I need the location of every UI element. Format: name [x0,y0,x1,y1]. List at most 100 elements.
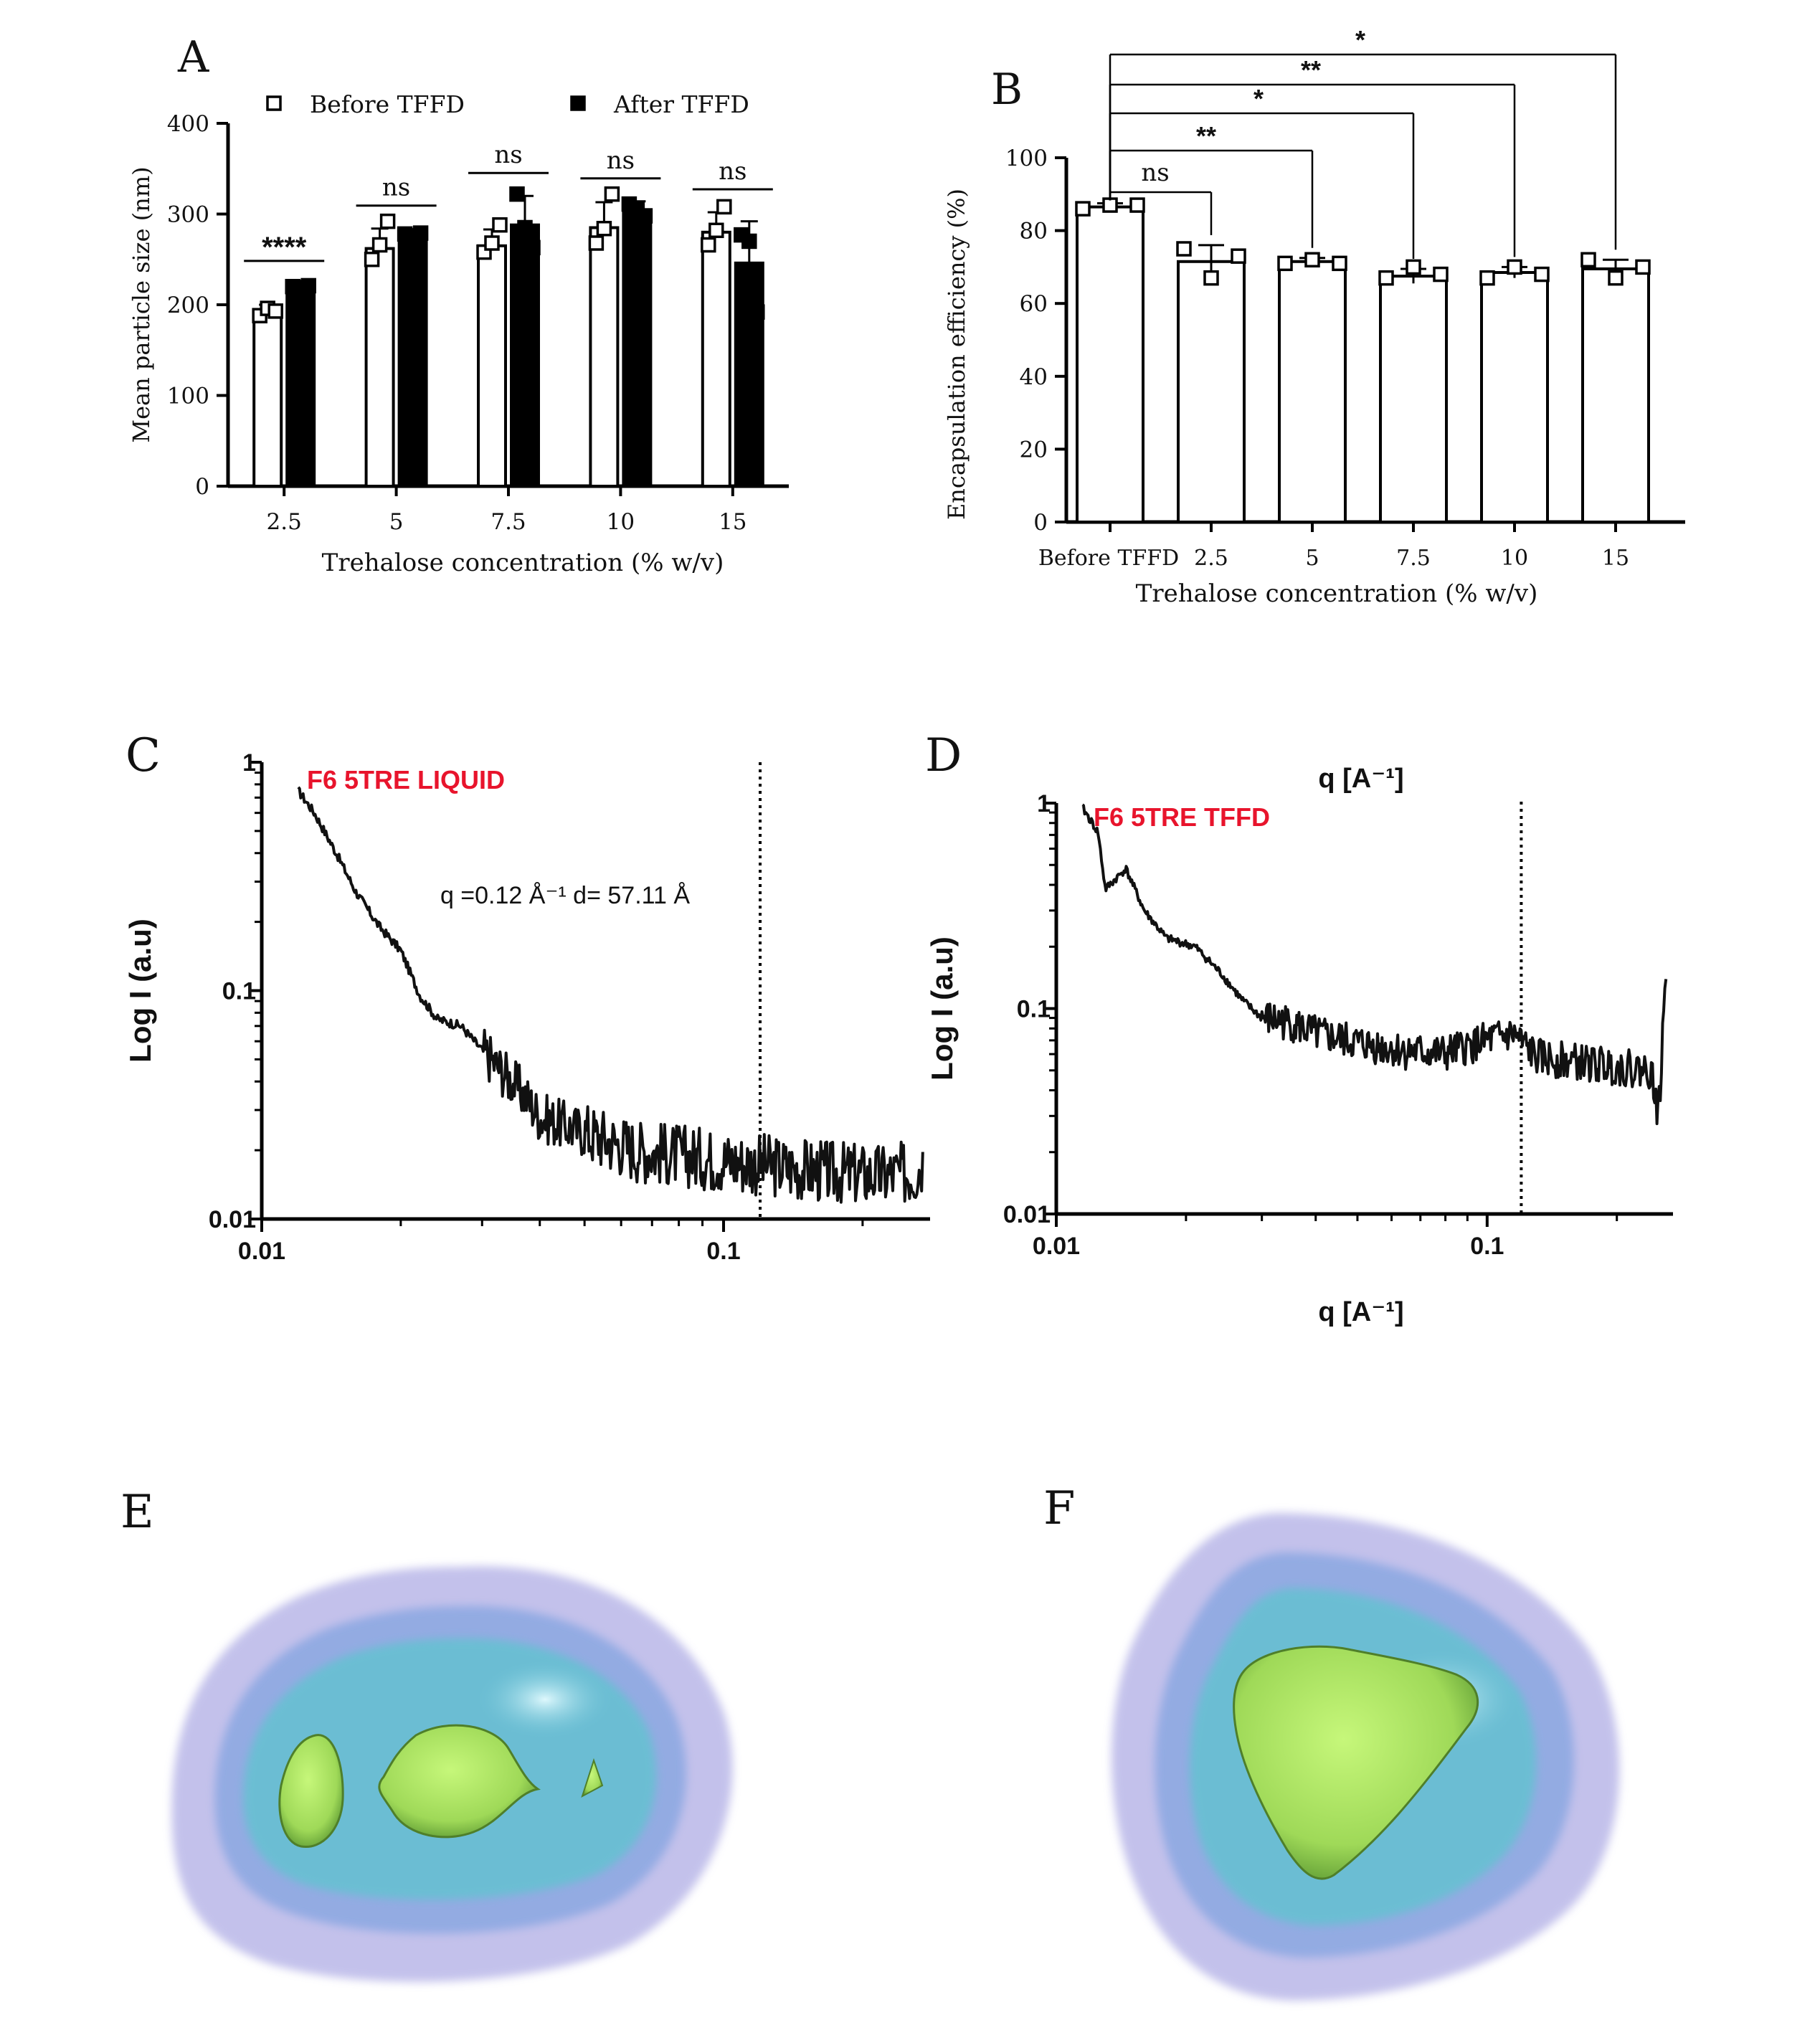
data-point [1102,197,1118,213]
panel-letter-f: F [1043,1482,1075,1535]
y-tick-label-d: 0.1 [1017,996,1051,1023]
chart-panel-a: 0 100 200 300 400 2.5 **** 5 ns 7.5 ns 10 ns 15 ns Befo… [128,90,789,577]
x-tick-label-a: 7.5 [490,509,526,535]
data-point [1378,270,1394,286]
significance-label-a: ns [607,146,635,175]
data-point [1176,241,1192,257]
chart-panel-c: 0.01 0.1 1 0.01 0.1 F6 5TRE LIQUID Log I (a.u)… [123,749,930,1265]
data-point [1580,252,1596,267]
y-tick-label-b: 100 [1005,146,1048,171]
panel-letter-c: C [125,729,161,782]
x-tick-label-d: 0.1 [1470,1233,1504,1260]
bar-encapsulation [1581,267,1650,523]
x-tick-label-b: 2.5 [1194,546,1228,571]
bar-after [510,223,540,488]
data-point [267,303,283,319]
legend-marker-after [570,95,586,111]
data-point [525,239,541,256]
y-axis-title-a: Mean particle size (nm) [128,166,155,442]
x-tick-label-b: 5 [1305,546,1319,571]
y-axis-title-c: Log I (a.u) [123,919,157,1063]
series-label-c: F6 5TRE LIQUID [307,765,505,794]
panel-letter-e: E [120,1486,154,1539]
x-tick-label-b: 10 [1501,546,1528,571]
data-point [1433,266,1449,283]
scattering-curve-d [1081,803,1668,1126]
y-tick-label-b: 0 [1033,510,1048,536]
x-tick-label-b: Before TFFD [1038,546,1179,571]
data-point [1304,252,1320,267]
density-core-f [1233,1645,1479,1880]
x-axis-title-a: Trehalose concentration (% w/v) [322,549,724,577]
data-point [708,222,724,239]
bar-after [285,285,316,488]
data-point [749,304,765,320]
data-point [1635,259,1651,275]
data-point [300,278,316,294]
x-axis-title-d: q [A⁻¹] [1318,1297,1403,1327]
y-tick-label-a: 300 [167,202,209,228]
data-point [517,219,533,236]
bar-after [734,261,764,488]
data-point [604,186,620,202]
data-point [379,213,396,229]
density-highlight-e [477,1660,613,1739]
bar-after [397,233,428,488]
y-tick-label-d: 1 [1037,790,1051,817]
x-tick-label-a: 5 [389,509,404,535]
data-point [1507,259,1522,275]
data-point [1479,270,1495,286]
significance-label-a: ns [494,141,522,169]
data-point [588,235,605,251]
bar-before [589,226,620,488]
significance-label-a: ns [382,174,410,202]
comparison-label-b: ** [1196,121,1216,151]
significance-label-a: ns [719,157,747,186]
x-axis-title-b: Trehalose concentration (% w/v) [1136,579,1538,608]
bar-encapsulation [1076,205,1144,523]
annotation-c: q =0.12 Å⁻¹ d= 57.11 Å [440,882,690,909]
data-point [1608,270,1624,286]
top-label-d: q [A⁻¹] [1318,764,1403,794]
bar-encapsulation [1278,260,1347,523]
legend-label-after: After TFFD [613,90,749,118]
data-point [1129,197,1145,213]
panel-letter-b: B [991,65,1023,115]
density-core-e-1 [278,1734,344,1849]
y-tick-label-b: 40 [1020,364,1048,390]
y-tick-label-a: 200 [167,293,209,318]
y-axis-title-d: Log I (a.u) [925,936,959,1081]
density-map-e [171,1566,733,1982]
data-point [412,225,429,241]
x-tick-label-a: 2.5 [267,509,302,535]
density-map-f [1112,1513,1620,2001]
y-tick-label-c: 0.01 [209,1206,256,1233]
chart-panel-d: 0.01 0.1 1 0.01 0.1 F6 5TRE TFFD Log I (a.u) q … [925,764,1673,1327]
data-point [1231,248,1246,264]
comparison-label-b: * [1253,84,1264,113]
data-point [1534,266,1550,283]
bar-before [701,230,731,488]
density-core-e-3 [581,1758,604,1798]
x-tick-label-b: 15 [1602,546,1629,571]
panel-letter-d: D [925,729,962,782]
bar-encapsulation [1379,275,1448,523]
significance-label-a: **** [262,232,307,263]
x-tick-label-b: 7.5 [1396,546,1431,571]
data-point [509,186,525,202]
y-tick-label-b: 80 [1020,219,1048,245]
data-point [364,252,380,267]
y-tick-label-c: 0.1 [222,978,256,1005]
x-tick-label-a: 15 [719,509,747,535]
x-tick-label-a: 10 [607,509,635,535]
y-tick-label-b: 60 [1020,291,1048,317]
x-tick-label-d: 0.01 [1033,1233,1080,1260]
comparison-label-b: ** [1301,55,1321,85]
x-tick-label-c: 0.01 [238,1238,285,1265]
comparison-label-b: * [1355,25,1365,54]
data-point [371,237,388,253]
data-point [637,208,653,224]
scattering-curve-c [297,786,924,1204]
y-tick-label-c: 1 [242,749,256,777]
